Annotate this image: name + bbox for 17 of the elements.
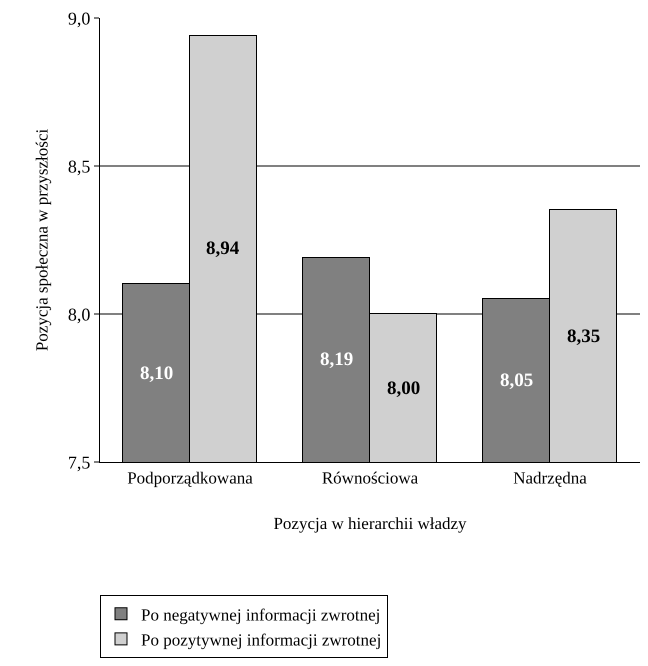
x-axis-title: Pozycja w hierarchii władzy: [273, 514, 468, 533]
data-label: 8,05: [500, 370, 534, 391]
data-label: 8,94: [206, 238, 240, 259]
x-tick-label: Równościowa: [322, 468, 419, 488]
data-label: 8,10: [140, 363, 174, 384]
y-tick-label: 7,5: [68, 452, 90, 472]
x-tick-label: Nadrzędna: [513, 468, 588, 488]
y-tick-label: 9,0: [68, 8, 90, 28]
data-label: 8,19: [320, 349, 354, 370]
data-label: 8,00: [387, 378, 420, 399]
y-tick-label: 8,5: [68, 156, 90, 176]
legend-label: Po pozytywnej informacji zwrotnej: [141, 630, 382, 650]
y-tick-label: 8,0: [68, 304, 90, 324]
y-axis-title: Pozycja społeczna w przyszłości: [32, 128, 52, 352]
legend-label: Po negatywnej informacji zwrotnej: [141, 605, 380, 624]
x-tick-label: Podporządkowana: [127, 468, 254, 488]
data-label: 8,35: [567, 326, 600, 347]
